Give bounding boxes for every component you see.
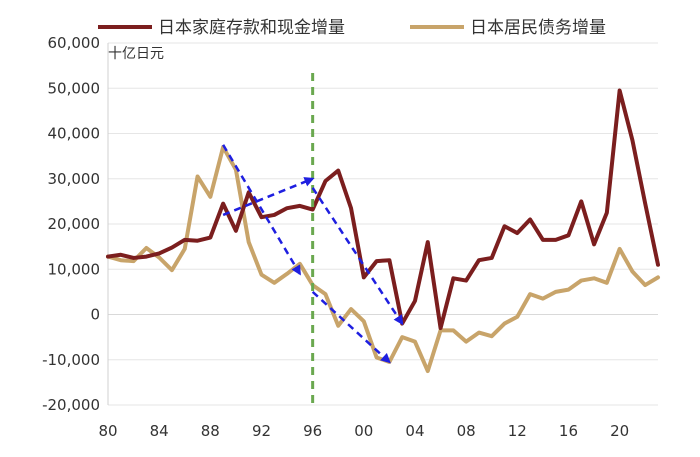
x-tick-labels: 80 84 88 92 96 00 04 08 12 16 20 (98, 422, 629, 440)
annotation-arrow-2 (222, 144, 301, 276)
gridlines (108, 42, 658, 406)
x-tick-label-6: 04 (405, 422, 424, 440)
y-tick-label-5: 30,000 (48, 170, 101, 188)
x-tick-label-4: 96 (303, 422, 322, 440)
x-tick-label-3: 92 (252, 422, 271, 440)
x-tick-label-9: 16 (559, 422, 578, 440)
legend-label-debt: 日本居民债务增量 (470, 18, 606, 38)
annotation-arrow-3 (311, 187, 404, 326)
y-tick-label-2: 0 (90, 306, 100, 324)
x-tick-label-10: 20 (610, 422, 629, 440)
y-tick-label-3: 10,000 (48, 260, 101, 278)
legend: 日本家庭存款和现金增量 日本居民债务增量 (98, 18, 606, 38)
series-line-0 (106, 88, 660, 331)
y-tick-label-7: 50,000 (48, 79, 101, 97)
x-tick-label-2: 88 (201, 422, 220, 440)
unit-label: 十亿日元 (108, 46, 164, 62)
legend-label-deposits: 日本家庭存款和现金增量 (158, 18, 345, 38)
annotation-arrow-4 (311, 290, 391, 364)
y-tick-label-0: -20,000 (42, 396, 100, 414)
series-lines (106, 88, 660, 374)
x-tick-label-5: 00 (354, 422, 373, 440)
y-tick-label-4: 20,000 (48, 215, 101, 233)
y-tick-label-8: 60,000 (48, 34, 101, 52)
y-tick-labels: -20,000 -10,000 0 10,000 20,000 30,000 40,000 5… (42, 34, 100, 414)
x-tick-label-7: 08 (457, 422, 476, 440)
annotation-arrow-1 (222, 177, 315, 217)
y-tick-label-1: -10,000 (42, 351, 100, 369)
y-tick-label-6: 40,000 (48, 125, 101, 143)
x-tick-label-1: 84 (150, 422, 169, 440)
annotations (222, 73, 404, 405)
x-tick-label-8: 12 (508, 422, 527, 440)
x-tick-label-0: 80 (98, 422, 117, 440)
